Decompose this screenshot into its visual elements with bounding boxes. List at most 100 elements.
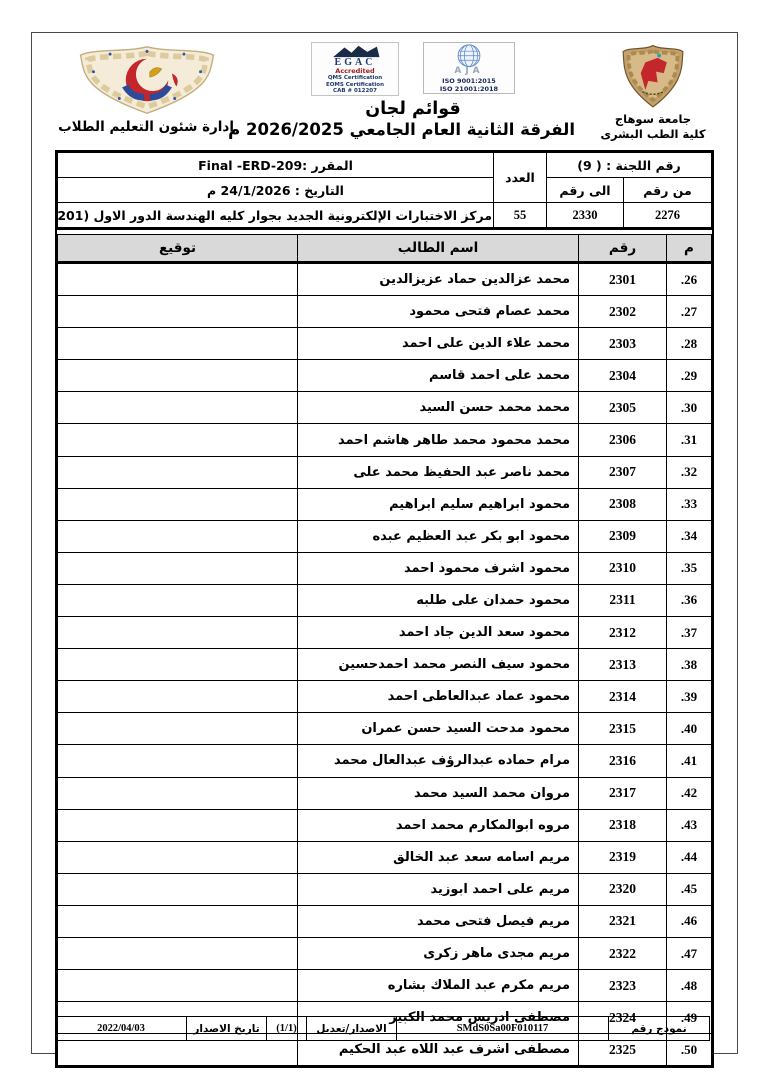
row-signature-cell xyxy=(57,327,298,361)
table-row: 37. 2312 محمود سعد الدين جاد احمد xyxy=(57,616,712,650)
row-student-name: محمد محمد حسن السيد xyxy=(297,391,579,425)
row-number: 2318 xyxy=(578,808,667,842)
table-row: 36. 2311 محمود حمدان على طلبه xyxy=(57,583,712,618)
egac-eagle-icon xyxy=(333,45,380,58)
row-number: 2312 xyxy=(578,616,667,650)
row-serial: 31. xyxy=(666,423,712,457)
table-row: 45. 2320 مريم على احمد ابوزيد xyxy=(57,872,712,906)
table-row: 41. 2316 مرام حماده عبدالرؤف عبدالعال مح… xyxy=(57,744,712,778)
row-student-name: محمد علاء الدين على احمد xyxy=(297,327,579,361)
table-row: 32. 2307 محمد ناصر عبد الحفيظ محمد على xyxy=(57,455,712,489)
table-row: 27. 2302 محمد عصام فتحى محمود xyxy=(57,295,712,329)
row-signature-cell xyxy=(57,551,298,585)
form-number-value: SMdS0Sa00F010117 xyxy=(396,1016,609,1041)
row-student-name: محمود مدحت السيد حسن عمران xyxy=(297,712,579,746)
row-student-name: محمد عزالدين حماد عزيزالدين xyxy=(297,261,579,297)
row-serial: 39. xyxy=(666,680,712,714)
row-serial: 41. xyxy=(666,744,712,778)
row-serial: 43. xyxy=(666,808,712,842)
table-row: 40. 2315 محمود مدحت السيد حسن عمران xyxy=(57,712,712,746)
row-student-name: محمود سيف النصر محمد احمدحسين xyxy=(297,648,579,682)
row-number: 2315 xyxy=(578,712,667,746)
iso-9001: ISO 9001:2015 xyxy=(442,76,496,85)
egac-cert-line: QMS Certification xyxy=(327,75,383,82)
row-serial: 27. xyxy=(666,295,712,329)
row-serial: 35. xyxy=(666,551,712,585)
row-number: 2314 xyxy=(578,680,667,714)
table-row: 38. 2313 محمود سيف النصر محمد احمدحسين xyxy=(57,648,712,682)
table-row: 47. 2322 مريم مجدى ماهر زكرى xyxy=(57,936,712,971)
row-serial: 30. xyxy=(666,391,712,425)
university-caption: جامعة سوهاج كلية الطب البشرى xyxy=(597,112,709,142)
table-row: 44. 2319 مريم اسامه سعد عبد الخالق xyxy=(57,840,712,874)
accreditation-logos: EGAC Accredited QMS Certification EOMS C… xyxy=(251,42,575,96)
row-signature-cell xyxy=(57,936,298,971)
row-serial: 47. xyxy=(666,936,712,971)
row-serial: 29. xyxy=(666,359,712,393)
header-signature: توقيع xyxy=(57,234,298,264)
exam-info-section: رقم اللجنة : ( 9) العدد المقرر :Final -E… xyxy=(57,152,712,230)
exam-info-table: رقم اللجنة : ( 9) العدد المقرر :Final -E… xyxy=(57,152,712,228)
row-serial: 46. xyxy=(666,904,712,938)
course-cell: المقرر :Final -ERD-209 xyxy=(57,152,494,178)
row-student-name: مريم مجدى ماهر زكرى xyxy=(297,936,579,971)
row-signature-cell xyxy=(57,712,298,746)
row-signature-cell xyxy=(57,487,298,521)
iso-21001: ISO 21001:2018 xyxy=(439,84,499,93)
form-footer: نموذج رقم SMdS0Sa00F010117 الاصدار/تعديل… xyxy=(55,1016,710,1041)
egac-accreditation-logo: EGAC Accredited QMS Certification EOMS C… xyxy=(311,42,399,96)
row-number: 2308 xyxy=(578,487,667,521)
row-student-name: محمود سعد الدين جاد احمد xyxy=(297,616,579,650)
faculty-name: كلية الطب البشرى xyxy=(600,126,706,141)
aja-iso-line: ISO 9001:2015 ISO 21001:2018 xyxy=(440,77,498,93)
row-number: 2310 xyxy=(578,551,667,585)
row-signature-cell xyxy=(57,519,298,553)
row-signature-cell xyxy=(57,840,298,874)
faculty-of-medicine-crest-icon xyxy=(79,46,215,114)
row-number: 2317 xyxy=(578,776,667,810)
row-student-name: مروان محمد السيد محمد xyxy=(297,776,579,810)
row-serial: 36. xyxy=(666,583,712,618)
document-subtitle: الفرقة الثانية العام الجامعي 2026/2025 م xyxy=(228,120,575,139)
row-student-name: محمد ناصر عبد الحفيظ محمد على xyxy=(297,455,579,489)
row-student-name: محمد على احمد قاسم xyxy=(297,359,579,393)
row-number: 2322 xyxy=(578,936,667,971)
row-student-name: محمود حمدان على طلبه xyxy=(297,583,579,618)
row-number: 2323 xyxy=(578,969,667,1003)
title-block: EGAC Accredited QMS Certification EOMS C… xyxy=(228,42,575,139)
university-name: جامعة سوهاج xyxy=(614,112,692,126)
row-signature-cell xyxy=(57,969,298,1003)
table-row: 29. 2304 محمد على احمد قاسم xyxy=(57,359,712,393)
row-number: 2309 xyxy=(578,519,667,553)
row-number: 2306 xyxy=(578,423,667,457)
table-row: 33. 2308 محمود ابراهيم سليم ابراهيم xyxy=(57,487,712,521)
header-student-name: اسم الطالب xyxy=(297,234,579,264)
faculty-block: إدارة شئون التعليم الطلاب xyxy=(58,44,234,135)
row-serial: 44. xyxy=(666,840,712,874)
issue-date-value: 2022/04/03 xyxy=(55,1016,187,1041)
from-number-label: من رقم xyxy=(623,177,712,203)
form-footer-table: نموذج رقم SMdS0Sa00F010117 الاصدار/تعديل… xyxy=(55,1016,710,1041)
row-student-name: محمد محمود محمد طاهر هاشم احمد xyxy=(297,423,579,457)
student-table: م رقم اسم الطالب توقيع 26. 2301 محمد عزا… xyxy=(57,234,712,1067)
row-number: 2303 xyxy=(578,327,667,361)
row-signature-cell xyxy=(57,808,298,842)
row-number: 2302 xyxy=(578,295,667,329)
document-title: قوائم لجان xyxy=(365,99,461,119)
row-number: 2304 xyxy=(578,359,667,393)
student-table-header-row: م رقم اسم الطالب توقيع xyxy=(57,234,712,264)
row-student-name: محمود اشرف محمود احمد xyxy=(297,551,579,585)
table-row: 46. 2321 مريم فيصل فتحى محمد xyxy=(57,904,712,938)
row-number: 2301 xyxy=(578,261,667,297)
row-student-name: محمد عصام فتحى محمود xyxy=(297,295,579,329)
row-serial: 26. xyxy=(666,261,712,297)
row-number: 2316 xyxy=(578,744,667,778)
issue-label: الاصدار/تعديل xyxy=(306,1016,397,1041)
table-row: 28. 2303 محمد علاء الدين على احمد xyxy=(57,327,712,361)
committee-sheet: رقم اللجنة : ( 9) العدد المقرر :Final -E… xyxy=(55,150,714,1069)
row-signature-cell xyxy=(57,391,298,425)
row-signature-cell xyxy=(57,455,298,489)
row-signature-cell xyxy=(57,872,298,906)
egac-cert-line: EOMS Certification xyxy=(325,81,385,88)
